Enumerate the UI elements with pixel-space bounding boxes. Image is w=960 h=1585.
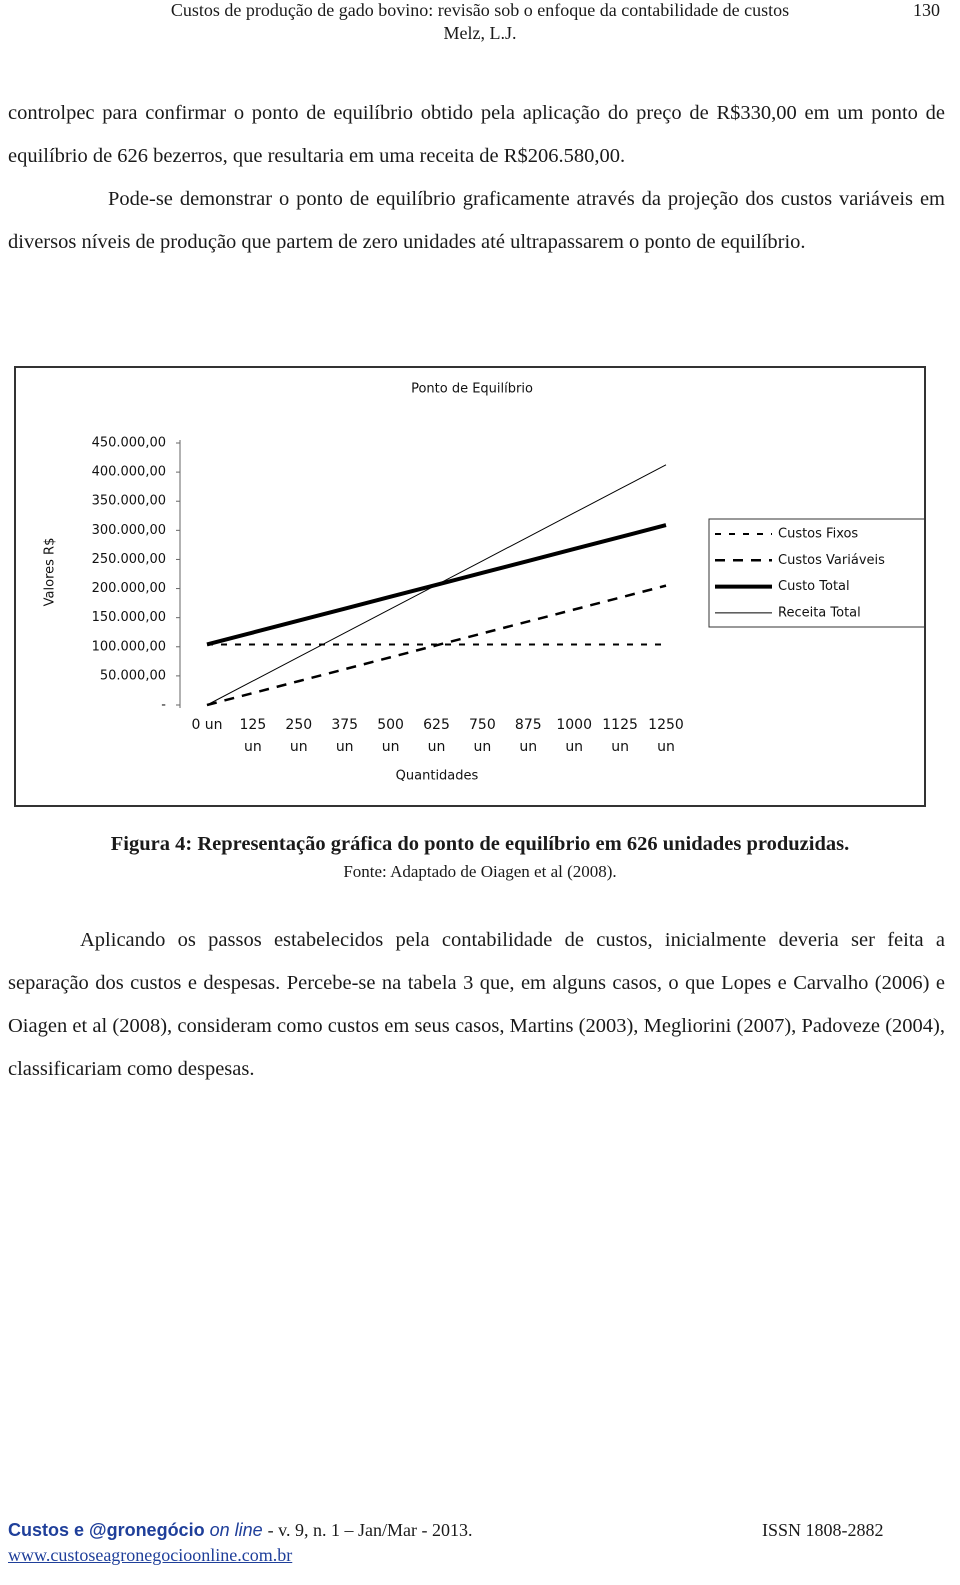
series-line: [206, 584, 667, 707]
y-tick-label: 250.000,00: [92, 552, 166, 567]
y-axis-label: Valores R$: [43, 538, 58, 607]
y-tick-label: 300.000,00: [92, 523, 166, 538]
journal-online: on line: [209, 1520, 263, 1540]
x-tick-label: 1250 un: [648, 717, 684, 755]
chart-title: Ponto de Equilíbrio: [411, 382, 533, 397]
paragraph: controlpec para confirmar o ponto de equ…: [8, 102, 945, 167]
x-tick-label: 875 un: [514, 717, 542, 755]
legend-label: Custos Fixos: [778, 527, 858, 542]
x-tick-label: 625 un: [423, 717, 450, 755]
x-axis-label: Quantidades: [396, 769, 479, 784]
figure-source: Fonte: Adaptado de Oiagen et al (2008).: [343, 862, 617, 881]
y-tick-label: 50.000,00: [100, 668, 166, 683]
x-tick-label: 1000 un: [556, 717, 592, 755]
y-tick-label: 200.000,00: [92, 581, 166, 596]
x-tick-label: 125 un: [239, 717, 267, 755]
legend-box: [708, 518, 924, 628]
journal-issue: - v. 9, n. 1 – Jan/Mar - 2013.: [267, 1520, 473, 1540]
journal-name: Custos e @gronegócio: [8, 1520, 205, 1540]
running-author: Melz, L.J.: [443, 23, 517, 43]
legend-label: Receita Total: [778, 605, 861, 620]
issn: ISSN 1808-2882: [762, 1520, 884, 1540]
y-tick-label: 150.000,00: [92, 610, 166, 625]
y-tick-label: 350.000,00: [92, 494, 166, 509]
running-title: Custos de produção de gado bovino: revis…: [170, 0, 790, 20]
series-line: [206, 464, 667, 706]
footer-citation: Custos e @gronegócio on line - v. 9, n. …: [8, 1520, 472, 1541]
x-tick-label: 375 un: [331, 717, 359, 755]
y-tick-label: 100.000,00: [92, 639, 166, 654]
paragraph: Pode-se demonstrar o ponto de equilíbrio…: [8, 188, 945, 253]
legend-label: Custo Total: [778, 579, 850, 594]
figure-caption: Figura 4: Representação gráfica do ponto…: [110, 833, 850, 855]
y-tick-label: -: [161, 698, 166, 713]
journal-url[interactable]: www.custoseagronegocioonline.com.br: [8, 1545, 293, 1565]
legend-label: Custos Variáveis: [778, 553, 885, 568]
page-number: 130: [913, 0, 940, 20]
paragraph: Aplicando os passos estabelecidos pela c…: [8, 929, 945, 1080]
x-tick-label: 0 un: [191, 717, 223, 733]
y-tick-label: 450.000,00: [92, 436, 166, 451]
x-tick-label: 500 un: [377, 717, 404, 755]
x-tick-label: 250 un: [285, 717, 313, 755]
x-tick-label: 1125 un: [602, 717, 638, 755]
x-tick-label: 750 un: [469, 717, 496, 755]
y-tick-label: 400.000,00: [92, 465, 166, 480]
chart-svg: Ponto de Equilíbrio Valores R$ Quantidad…: [43, 382, 924, 784]
chart: Ponto de Equilíbrio Valores R$ Quantidad…: [14, 366, 926, 807]
